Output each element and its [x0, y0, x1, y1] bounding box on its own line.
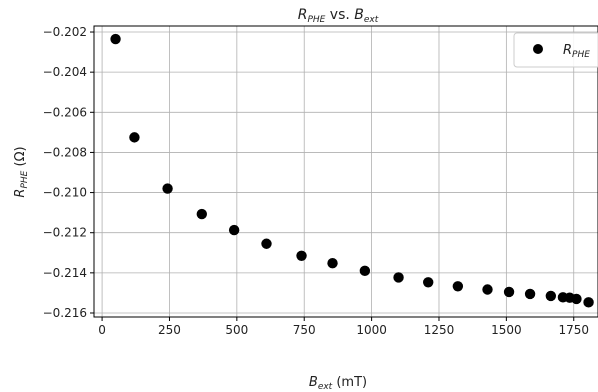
data-point	[393, 272, 404, 283]
data-point	[545, 290, 557, 302]
legend: RPHE	[513, 32, 598, 68]
y-tick-label: −0.206	[43, 105, 87, 119]
y-tick-label: −0.202	[43, 25, 87, 39]
legend-box	[513, 32, 598, 68]
plot-frame	[93, 25, 598, 318]
y-tick-label: −0.204	[43, 65, 87, 79]
x-tick-label: 500	[225, 323, 248, 337]
data-point	[583, 297, 594, 308]
y-tick-label: −0.214	[43, 266, 87, 280]
data-point	[423, 277, 434, 288]
data-point	[482, 284, 493, 295]
data-point	[327, 258, 338, 269]
data-points	[110, 33, 594, 308]
x-tick-label: 1000	[356, 323, 387, 337]
x-tick-label: 0	[98, 323, 106, 337]
x-tick-label: 750	[293, 323, 316, 337]
x-axis-label: Bext (mT)	[309, 375, 367, 392]
legend-marker	[533, 44, 543, 54]
data-point	[110, 33, 121, 45]
x-tick-label: 250	[158, 323, 181, 337]
y-tick-label: −0.208	[43, 145, 87, 159]
data-point	[359, 265, 371, 277]
axis-ticks: 0 250 500 750 1000 1250 1500 1750 −0.202 −0.204 −0…	[43, 25, 589, 337]
x-tick-label: 1750	[558, 323, 589, 337]
data-point	[196, 208, 208, 220]
y-tick-label: −0.216	[43, 306, 87, 320]
y-tick-label: −0.210	[43, 186, 87, 200]
data-point	[261, 238, 272, 249]
data-point	[524, 288, 536, 300]
legend-label: RPHE	[563, 43, 590, 60]
y-axis-label: RPHE (Ω)	[13, 146, 30, 197]
x-tick-label: 1500	[491, 323, 522, 337]
data-point	[129, 132, 140, 143]
chart-title: RPHE vs. Bext	[298, 7, 379, 25]
y-tick-label: −0.212	[43, 226, 87, 240]
data-point	[296, 250, 307, 261]
data-point	[452, 281, 464, 292]
data-point	[162, 183, 173, 194]
data-point	[228, 224, 240, 236]
data-point	[571, 293, 582, 305]
x-tick-label: 1250	[424, 323, 455, 337]
grid	[94, 26, 598, 317]
data-point	[503, 286, 515, 298]
